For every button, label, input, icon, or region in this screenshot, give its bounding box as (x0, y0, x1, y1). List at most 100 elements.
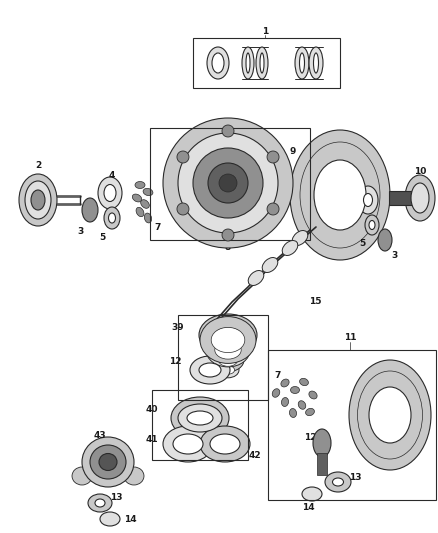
Ellipse shape (290, 408, 297, 417)
Text: 15: 15 (309, 297, 321, 306)
Ellipse shape (219, 354, 237, 366)
Ellipse shape (163, 426, 213, 462)
Ellipse shape (325, 472, 351, 492)
Ellipse shape (212, 53, 224, 73)
Ellipse shape (306, 408, 314, 416)
Ellipse shape (364, 193, 372, 206)
Text: 40: 40 (146, 406, 158, 415)
Ellipse shape (369, 387, 411, 443)
Ellipse shape (141, 200, 149, 208)
Ellipse shape (104, 207, 120, 229)
Text: 14: 14 (302, 503, 314, 512)
Ellipse shape (187, 411, 213, 425)
Ellipse shape (178, 404, 222, 432)
Ellipse shape (145, 213, 152, 223)
Text: 7: 7 (275, 370, 281, 379)
Text: 9: 9 (290, 148, 296, 157)
Ellipse shape (256, 47, 268, 79)
Ellipse shape (178, 133, 278, 233)
Ellipse shape (98, 177, 122, 209)
Ellipse shape (290, 386, 300, 393)
Ellipse shape (109, 213, 116, 223)
Circle shape (222, 229, 234, 241)
Ellipse shape (90, 445, 126, 479)
Ellipse shape (332, 478, 343, 486)
Ellipse shape (208, 163, 248, 203)
Text: 2: 2 (35, 160, 41, 169)
Text: 1: 1 (262, 28, 268, 36)
Text: 13: 13 (110, 494, 122, 503)
Bar (268, 350, 436, 500)
Ellipse shape (246, 53, 250, 73)
Ellipse shape (411, 183, 429, 213)
Ellipse shape (211, 327, 245, 353)
Ellipse shape (260, 53, 264, 73)
Ellipse shape (200, 426, 250, 462)
Ellipse shape (298, 401, 306, 409)
Text: 11: 11 (344, 334, 356, 343)
Ellipse shape (143, 188, 153, 196)
Text: 43: 43 (94, 431, 106, 440)
Ellipse shape (358, 186, 378, 214)
Ellipse shape (210, 434, 240, 454)
Ellipse shape (171, 397, 229, 439)
Text: 13: 13 (349, 472, 361, 481)
Ellipse shape (290, 130, 390, 260)
Text: 5: 5 (359, 238, 365, 247)
Ellipse shape (88, 494, 112, 512)
Ellipse shape (190, 356, 230, 384)
Ellipse shape (248, 271, 264, 286)
Ellipse shape (207, 47, 229, 79)
Circle shape (222, 125, 234, 137)
Ellipse shape (217, 362, 239, 378)
Ellipse shape (212, 348, 244, 372)
Ellipse shape (219, 174, 237, 192)
Ellipse shape (173, 434, 203, 454)
Ellipse shape (282, 240, 298, 255)
Text: 4: 4 (109, 171, 115, 180)
Ellipse shape (242, 47, 254, 79)
Ellipse shape (31, 190, 45, 210)
Ellipse shape (313, 429, 331, 457)
Bar (389, 191, 417, 205)
Ellipse shape (199, 314, 257, 356)
Text: 12: 12 (169, 358, 181, 367)
Ellipse shape (132, 194, 141, 202)
Bar (178, 315, 268, 400)
Ellipse shape (314, 53, 318, 73)
Ellipse shape (369, 221, 375, 230)
Circle shape (267, 151, 279, 163)
Text: 41: 41 (146, 435, 158, 445)
Text: 8: 8 (225, 244, 231, 253)
Bar (152, 390, 248, 460)
Ellipse shape (135, 182, 145, 189)
Ellipse shape (72, 467, 92, 485)
Ellipse shape (193, 148, 263, 218)
Ellipse shape (281, 379, 289, 387)
Ellipse shape (82, 437, 134, 487)
Text: 3: 3 (391, 251, 397, 260)
Ellipse shape (282, 398, 289, 407)
Ellipse shape (349, 360, 431, 470)
Ellipse shape (314, 160, 366, 230)
Ellipse shape (215, 341, 241, 359)
Ellipse shape (309, 391, 317, 399)
Ellipse shape (124, 467, 144, 485)
Bar (193, 38, 340, 88)
Ellipse shape (95, 499, 105, 507)
Ellipse shape (163, 118, 293, 248)
Ellipse shape (300, 378, 308, 386)
Ellipse shape (206, 333, 250, 367)
Ellipse shape (200, 317, 256, 364)
Ellipse shape (82, 198, 98, 222)
Text: 14: 14 (124, 514, 136, 523)
Circle shape (177, 151, 189, 163)
Ellipse shape (199, 363, 221, 377)
Ellipse shape (309, 47, 323, 79)
Ellipse shape (100, 512, 120, 526)
Ellipse shape (19, 174, 57, 226)
Ellipse shape (104, 184, 116, 201)
Text: 10: 10 (414, 167, 426, 176)
Bar (317, 453, 327, 475)
Ellipse shape (206, 321, 250, 349)
